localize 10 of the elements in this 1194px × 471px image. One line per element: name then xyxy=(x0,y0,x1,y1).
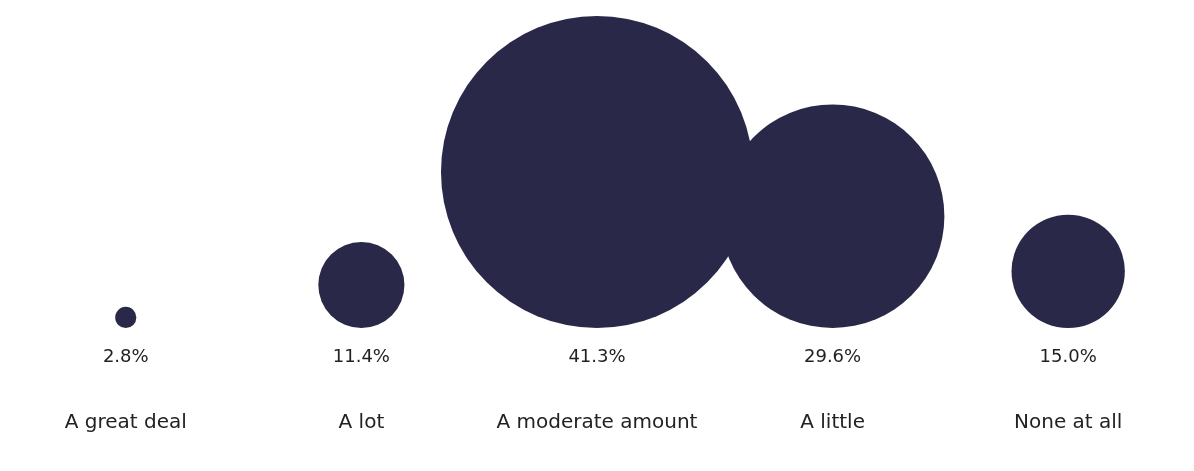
category-label: A moderate amount xyxy=(496,409,698,434)
data-label: 11.4% xyxy=(332,345,390,366)
category-label: A lot xyxy=(338,409,385,434)
data-label: 15.0% xyxy=(1039,345,1097,366)
data-label: 2.8% xyxy=(102,345,149,366)
category-label: None at all xyxy=(1014,409,1123,434)
data-label: 29.6% xyxy=(803,345,862,366)
category-label: A little xyxy=(800,409,865,434)
data-label: 41.3% xyxy=(568,345,626,366)
category-label: A great deal xyxy=(64,409,187,434)
